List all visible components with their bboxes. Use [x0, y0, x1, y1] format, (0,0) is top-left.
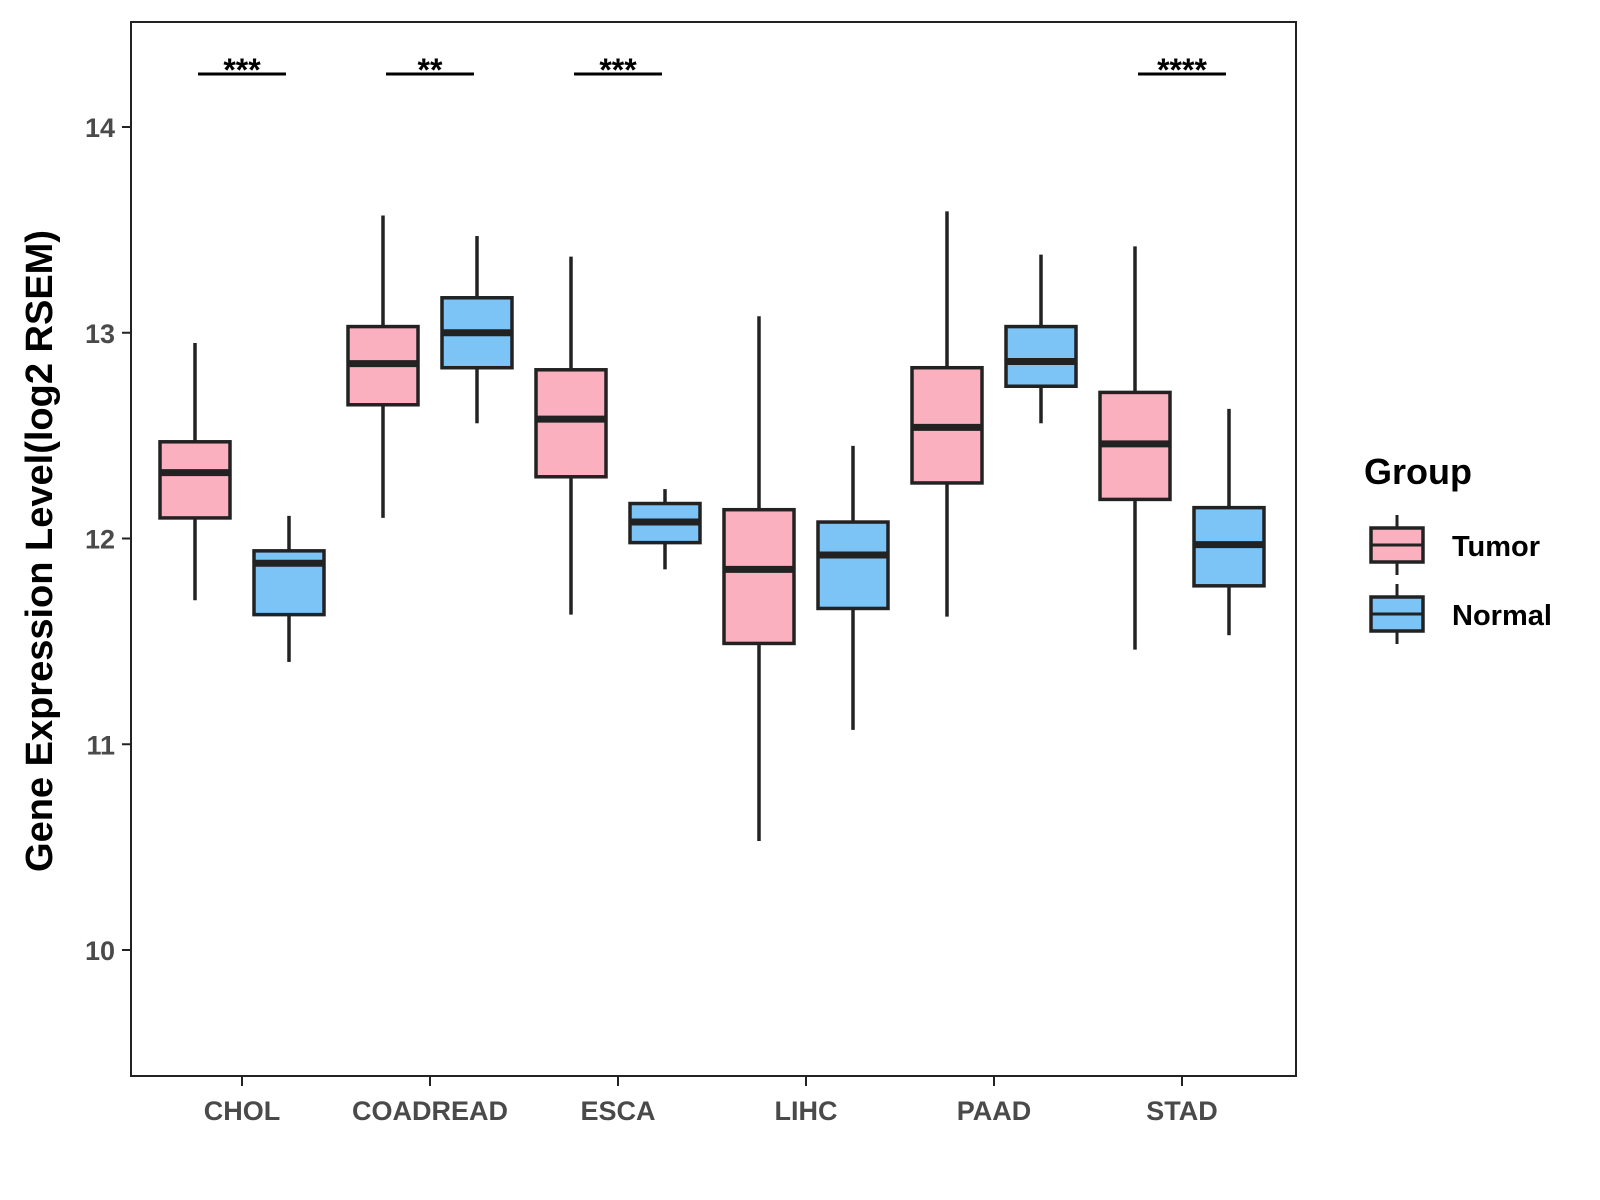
y-tick-label: 12 [85, 525, 115, 555]
box-tumor-esca [534, 256, 608, 615]
box-normal-lihc [816, 445, 890, 730]
box-normal-esca [628, 489, 702, 570]
significance-chol: *** [198, 52, 286, 88]
legend-label: Normal [1452, 600, 1552, 632]
significance-label: ** [418, 52, 443, 88]
x-tick-label: ESCA [580, 1096, 655, 1126]
plot-panel [130, 21, 1297, 1077]
significance-label: *** [599, 52, 637, 88]
box-iqr [722, 507, 796, 646]
x-tick-label: PAAD [957, 1096, 1032, 1126]
box-iqr [158, 440, 232, 520]
box-normal-paad [1004, 254, 1078, 424]
box-iqr [816, 520, 890, 611]
x-tick-label: CHOL [204, 1096, 281, 1126]
x-tick-label: LIHC [775, 1096, 838, 1126]
y-tick-label: 10 [85, 936, 115, 966]
y-axis-title: Gene Expression Level(log2 RSEM) [19, 230, 61, 872]
y-tick-label: 11 [86, 730, 115, 760]
box-tumor-paad [910, 211, 984, 617]
significance-label: *** [223, 52, 261, 88]
y-axis: 10 11 12 13 14 [85, 113, 131, 966]
box-tumor-stad [1098, 246, 1172, 650]
box-normal-chol [252, 515, 326, 662]
legend-entry-normal: Normal [1369, 584, 1552, 644]
box-iqr [1004, 324, 1078, 388]
legend-entry-tumor: Tumor [1369, 515, 1540, 575]
box-normal-stad [1192, 408, 1266, 636]
significance-layer: *** ** *** **** [198, 52, 1226, 88]
legend-label: Tumor [1452, 531, 1540, 563]
significance-coadread: ** [386, 52, 474, 88]
box-layer [158, 211, 1266, 841]
x-axis: CHOL COADREAD ESCA LIHC PAAD STAD [204, 1076, 1218, 1126]
significance-label: **** [1157, 52, 1207, 88]
box-iqr [534, 368, 608, 479]
x-tick-label: STAD [1146, 1096, 1218, 1126]
box-normal-coadread [440, 236, 514, 424]
legend-title: Group [1364, 451, 1472, 492]
box-tumor-lihc [722, 316, 796, 841]
box-tumor-coadread [346, 215, 420, 518]
x-tick-label: COADREAD [352, 1096, 508, 1126]
y-tick-label: 14 [85, 113, 115, 143]
significance-esca: *** [574, 52, 662, 88]
significance-stad: **** [1138, 52, 1226, 88]
box-tumor-chol [158, 343, 232, 601]
y-tick-label: 13 [85, 319, 115, 349]
legend: Group Tumor Normal [1364, 451, 1552, 644]
